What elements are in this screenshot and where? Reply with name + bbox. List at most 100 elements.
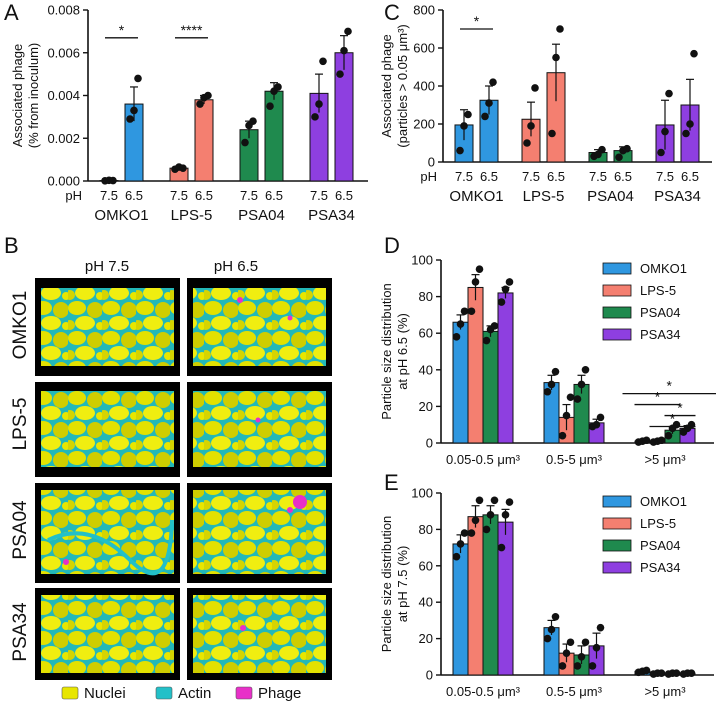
data-point — [452, 333, 461, 341]
legend-label-lps-5: LPS-5 — [640, 516, 676, 531]
data-point — [615, 153, 623, 162]
x-axis-prefix: pH — [420, 169, 437, 184]
bar-omko1-cat-0 — [452, 543, 469, 676]
significance-label: * — [677, 400, 683, 416]
panel-label-e: E — [384, 470, 399, 495]
x-sub-label: 7.5 — [522, 169, 540, 184]
significance-label: **** — [181, 22, 203, 38]
data-point — [547, 380, 556, 389]
data-point — [592, 643, 601, 652]
x-sub-label: 7.5 — [310, 188, 328, 203]
data-point — [460, 529, 469, 537]
significance-label: * — [667, 378, 673, 394]
data-point — [581, 366, 590, 374]
image-psa34-ph65 — [187, 588, 332, 680]
data-point — [687, 420, 696, 429]
data-point — [686, 120, 694, 128]
x-group-label-psa34: PSA34 — [308, 207, 355, 224]
data-point — [344, 27, 352, 36]
significance-label: * — [119, 22, 125, 38]
data-point — [464, 110, 472, 119]
y-tick-label: 0.008 — [47, 3, 80, 18]
y-tick-label: 200 — [413, 117, 435, 132]
data-point — [249, 117, 257, 125]
bar-psa04-cat-0 — [482, 330, 499, 444]
y-axis-label-line-1: Associated phage — [10, 44, 25, 147]
x-sub-label: 6.5 — [265, 188, 283, 203]
data-point — [657, 669, 666, 677]
y-tick-label: 0 — [426, 436, 433, 451]
data-point — [456, 540, 465, 548]
row-label-lps5: LPS-5 — [10, 398, 31, 451]
row-label-psa04: PSA04 — [10, 500, 31, 560]
data-point — [456, 320, 465, 328]
data-point — [505, 498, 514, 506]
data-point — [664, 431, 673, 440]
y-axis-label-line-2: (% from inoculum) — [26, 43, 41, 148]
bar-lps-5-ph-6-5 — [194, 99, 214, 182]
legend-swatch-psa04 — [602, 539, 632, 552]
data-point — [577, 653, 586, 661]
data-point — [452, 552, 461, 561]
data-point — [588, 662, 597, 670]
data-point — [467, 307, 476, 316]
data-point — [196, 100, 204, 108]
x-category-label: 0.5-5 μm³ — [546, 684, 603, 699]
panel-b-microscopy: pH 7.5 pH 6.5 OMKO1 LPS-5 PSA04 PSA34 Nu… — [10, 258, 332, 702]
panel-a-chart: 0.000 0.002 0.004 0.006 0.008 Associated phag… — [10, 3, 368, 224]
data-point — [311, 113, 319, 121]
y-axis-label-line-2: at pH 7.5 (%) — [395, 546, 410, 623]
data-point — [482, 525, 491, 534]
svg-text:Nuclei: Nuclei — [84, 685, 126, 702]
data-point — [657, 436, 666, 445]
data-point — [179, 164, 187, 172]
data-point — [657, 148, 665, 157]
x-category-label: >5 μm³ — [644, 684, 686, 699]
data-point — [485, 99, 493, 107]
data-point — [241, 138, 249, 147]
panel-label-a: A — [4, 0, 19, 25]
image-psa34-ph75 — [35, 588, 180, 680]
legend-swatch-psa34 — [602, 561, 632, 574]
y-tick-label: 600 — [413, 41, 435, 56]
legend-swatch-psa04 — [602, 306, 632, 319]
bar-lps-5-cat-0 — [467, 516, 484, 676]
data-point — [592, 420, 601, 429]
data-point — [497, 298, 506, 306]
x-sub-label: 6.5 — [681, 169, 699, 184]
data-point — [556, 25, 564, 33]
y-tick-label: 60 — [419, 558, 433, 573]
legend-swatch-omko1 — [602, 495, 632, 508]
x-sub-label: 7.5 — [240, 188, 258, 203]
data-point — [523, 139, 531, 147]
data-point — [482, 336, 491, 345]
x-group-label-omko1: OMKO1 — [94, 207, 148, 224]
data-point — [547, 625, 556, 634]
legend-swatch-psa34 — [602, 328, 632, 341]
legend-label-omko1: OMKO1 — [640, 494, 687, 509]
x-group-label-omko1: OMKO1 — [449, 188, 503, 205]
x-sub-label: 7.5 — [589, 169, 607, 184]
data-point — [573, 662, 582, 670]
y-axis-label-line-2: (particles > 0.05 μm³) — [395, 24, 410, 147]
y-tick-label: 0 — [426, 668, 433, 683]
data-point — [566, 393, 575, 402]
data-point — [134, 74, 142, 83]
data-point — [460, 307, 469, 316]
y-tick-label: 60 — [419, 326, 433, 341]
data-point — [552, 53, 560, 62]
legend-label-lps-5: LPS-5 — [640, 283, 676, 298]
data-point — [130, 106, 138, 115]
data-point — [566, 638, 575, 647]
y-tick-label: 20 — [419, 631, 433, 646]
y-tick-label: 0.002 — [47, 131, 80, 146]
svg-text:Actin: Actin — [178, 685, 211, 702]
data-point — [475, 265, 484, 273]
legend-label-psa04: PSA04 — [640, 305, 680, 320]
x-sub-label: 6.5 — [195, 188, 213, 203]
data-point — [661, 127, 669, 136]
legend-label-psa04: PSA04 — [640, 538, 680, 553]
data-point — [665, 89, 673, 98]
x-group-label-psa34: PSA34 — [654, 188, 701, 205]
panel-label-d: D — [384, 233, 400, 258]
